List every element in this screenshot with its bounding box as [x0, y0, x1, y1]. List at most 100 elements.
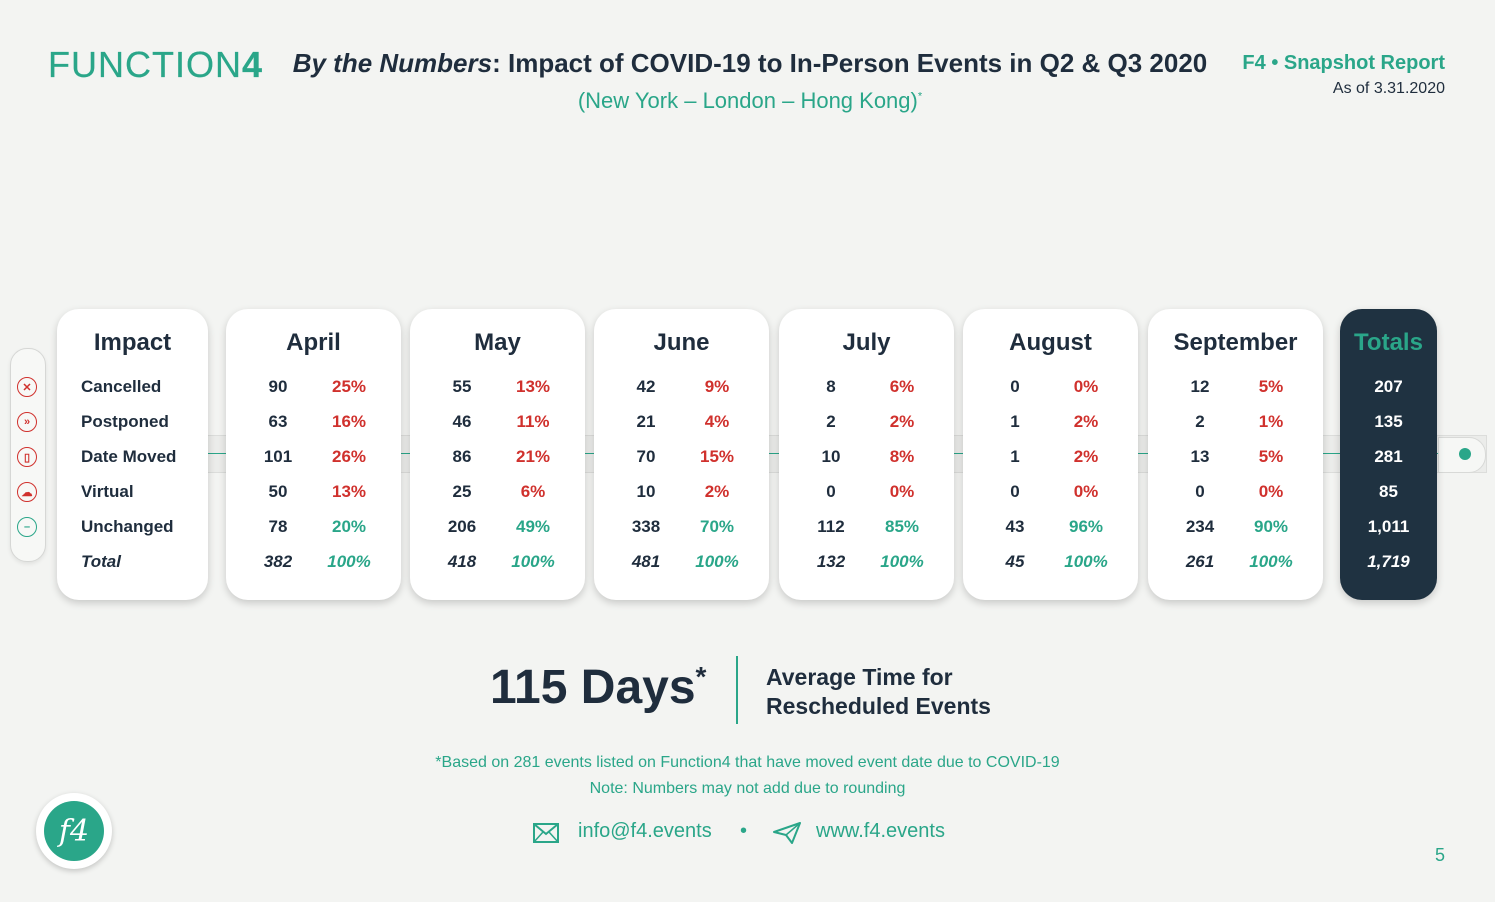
percent-cancelled: 25% [331, 377, 367, 396]
impact-label-virtual: Virtual [81, 482, 134, 501]
percent-date-moved: 26% [331, 447, 367, 466]
title-italic: By the Numbers [292, 48, 493, 78]
percent-unchanged: 49% [515, 517, 551, 536]
row-date-moved: 86 21% [410, 447, 585, 477]
count-virtual: 0 [1195, 482, 1205, 501]
count-unchanged: 234 [1185, 517, 1215, 536]
total-cancelled: 207 [1374, 377, 1403, 396]
totals-card: Totals 207 135 281 85 1,011 1,719 [1340, 309, 1437, 600]
f4-badge-logo: f4 [36, 793, 112, 869]
row-total: 45 100% [963, 552, 1138, 582]
percent-virtual: 6% [520, 482, 546, 501]
percent-cancelled: 6% [889, 377, 915, 396]
row-postponed: 21 4% [594, 412, 769, 442]
impact-label-postponed: Postponed [81, 412, 169, 431]
stat-description: Average Time for Rescheduled Events [766, 664, 991, 719]
count-postponed: 46 [452, 412, 472, 431]
month-card-september: September 12 5% 2 1% 13 5% 0 0% 234 90% 261 100% [1148, 309, 1323, 600]
total-virtual: 85 [1379, 482, 1398, 501]
contact-separator: • [740, 820, 748, 842]
count-postponed: 2 [1195, 412, 1205, 431]
row-total: 261 100% [1148, 552, 1323, 582]
email-link[interactable]: info@f4.events [578, 820, 712, 842]
count-postponed: 2 [826, 412, 836, 431]
count-total: 132 [816, 552, 846, 571]
impact-label-date-moved: Date Moved [81, 447, 177, 466]
total-date-moved: 281 [1374, 447, 1403, 466]
row-virtual: 10 2% [594, 482, 769, 512]
percent-unchanged: 90% [1253, 517, 1289, 536]
count-total: 261 [1185, 552, 1215, 571]
count-date-moved: 10 [821, 447, 841, 466]
count-unchanged: 338 [631, 517, 661, 536]
count-postponed: 21 [636, 412, 656, 431]
percent-postponed: 11% [516, 412, 550, 431]
function4-logo: FUNCTION4 [48, 44, 264, 85]
page-subtitle: (New York – London – Hong Kong)* [577, 88, 923, 113]
row-date-moved: 13 5% [1148, 447, 1323, 477]
count-virtual: 0 [826, 482, 836, 501]
month-card-june: June 42 9% 21 4% 70 15% 10 2% 338 70% 481 100% [594, 309, 769, 600]
impact-label-unchanged: Unchanged [81, 517, 174, 536]
count-cancelled: 8 [826, 377, 836, 396]
row-cancelled: 90 25% [226, 377, 401, 407]
count-virtual: 10 [636, 482, 656, 501]
title-rest: : Impact of COVID-19 to In-Person Events… [492, 48, 1208, 78]
count-postponed: 1 [1010, 412, 1020, 431]
percent-cancelled: 13% [515, 377, 551, 396]
row-virtual: 25 6% [410, 482, 585, 512]
percent-virtual: 0% [889, 482, 915, 501]
count-virtual: 50 [268, 482, 288, 501]
month-card-july: July 8 6% 2 2% 10 8% 0 0% 112 85% 132 100% [779, 309, 954, 600]
row-cancelled: 12 5% [1148, 377, 1323, 407]
stat-value: 115 Days* [490, 661, 707, 714]
month-heading: August [1009, 329, 1092, 356]
row-unchanged: 234 90% [1148, 517, 1323, 547]
row-virtual: 0 0% [1148, 482, 1323, 512]
total-all: 1,719 [1367, 552, 1410, 571]
month-heading: July [842, 329, 891, 356]
row-unchanged: 112 85% [779, 517, 954, 547]
percent-unchanged: 96% [1068, 517, 1104, 536]
percent-virtual: 13% [331, 482, 367, 501]
stat-divider [736, 656, 738, 724]
row-cancelled: 55 13% [410, 377, 585, 407]
count-total: 481 [631, 552, 661, 571]
page-title: By the Numbers: Impact of COVID-19 to In… [250, 48, 1250, 79]
virtual-icon: ☁ [17, 482, 37, 502]
row-virtual: 0 0% [963, 482, 1138, 512]
report-label: F4 • Snapshot Report [1242, 52, 1445, 74]
month-heading: April [286, 329, 341, 356]
percent-postponed: 1% [1258, 412, 1284, 431]
percent-postponed: 16% [331, 412, 367, 431]
percent-cancelled: 0% [1073, 377, 1099, 396]
month-card-may: May 55 13% 46 11% 86 21% 25 6% 206 49% 418 100% [410, 309, 585, 600]
total-unchanged: 1,011 [1367, 517, 1410, 536]
website-link[interactable]: www.f4.events [816, 820, 945, 842]
count-cancelled: 12 [1190, 377, 1210, 396]
unchanged-icon: – [17, 517, 37, 537]
percent-date-moved: 15% [699, 447, 735, 466]
month-card-august: August 0 0% 1 2% 1 2% 0 0% 43 96% 45 100% [963, 309, 1138, 600]
postpone-icon: » [17, 412, 37, 432]
row-postponed: 63 16% [226, 412, 401, 442]
percent-total: 100% [1064, 552, 1108, 571]
calendar-icon: ▯ [17, 447, 37, 467]
cancel-icon: ✕ [17, 377, 37, 397]
percent-total: 100% [880, 552, 924, 571]
percent-date-moved: 8% [889, 447, 915, 466]
month-heading: June [653, 329, 710, 356]
percent-unchanged: 70% [699, 517, 735, 536]
percent-virtual: 2% [704, 482, 730, 501]
row-date-moved: 101 26% [226, 447, 401, 477]
percent-date-moved: 21% [515, 447, 551, 466]
impact-heading: Impact [93, 329, 172, 356]
row-total: 481 100% [594, 552, 769, 582]
percent-cancelled: 5% [1258, 377, 1284, 396]
totals-heading: Totals [1354, 329, 1423, 356]
count-unchanged: 112 [817, 517, 845, 536]
count-postponed: 63 [268, 412, 288, 431]
impact-label-total: Total [81, 552, 121, 571]
total-postponed: 135 [1374, 412, 1403, 431]
row-unchanged: 43 96% [963, 517, 1138, 547]
